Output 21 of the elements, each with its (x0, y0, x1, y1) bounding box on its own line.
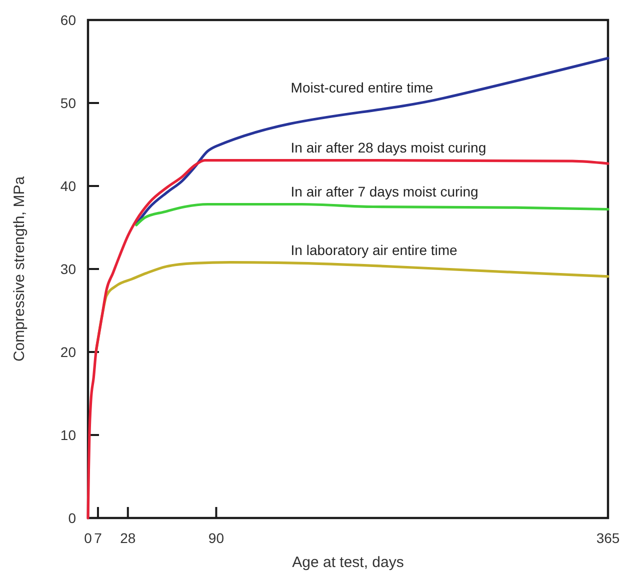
x-tick-label: 28 (120, 530, 136, 546)
y-tick-label: 50 (60, 94, 76, 111)
line-series (135, 56, 610, 226)
series-label: In laboratory air entire time (290, 242, 458, 258)
line-series (135, 202, 610, 226)
series-label: In air after 7 days moist curing (290, 183, 478, 200)
y-tick-label: 40 (60, 178, 76, 194)
series-label: In air after 28 days moist curing (290, 139, 486, 156)
x-tick-label: 0 (84, 530, 92, 546)
y-tick-label: 30 (60, 260, 76, 277)
y-axis-title: Compressive strength, MPa (11, 176, 28, 362)
x-tick-label: 90 (208, 530, 224, 546)
x-axis-title: Age at test, days (292, 554, 404, 571)
y-tick-label: 10 (60, 426, 76, 443)
y-tick-label: 20 (60, 344, 76, 360)
y-tick-label: 60 (60, 12, 76, 28)
y-tick-label: 0 (68, 510, 76, 526)
series-label: Moist-cured entire time (290, 79, 434, 96)
x-tick-label: 7 (94, 530, 102, 546)
line-series (86, 158, 610, 520)
x-tick-label: 365 (596, 530, 620, 546)
